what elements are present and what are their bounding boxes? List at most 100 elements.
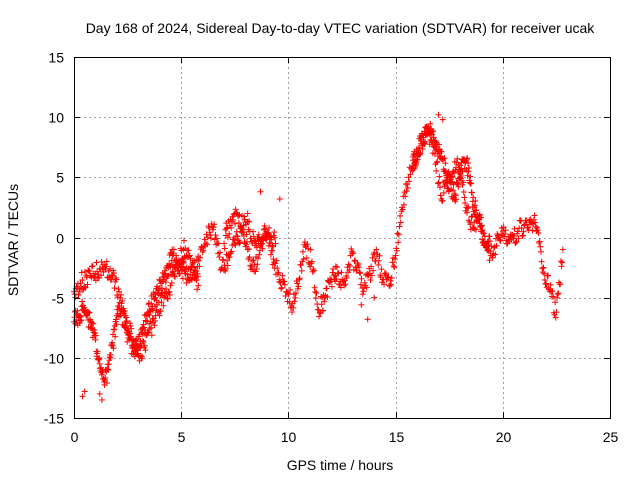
- data-point: [180, 259, 187, 266]
- data-point: [337, 284, 344, 291]
- data-point: [370, 267, 377, 274]
- data-point: [335, 281, 342, 288]
- data-point: [213, 235, 220, 242]
- data-point: [220, 256, 227, 263]
- data-point: [108, 276, 115, 283]
- data-point: [265, 230, 272, 237]
- data-point: [497, 237, 504, 244]
- data-point: [450, 181, 457, 188]
- data-point: [268, 233, 275, 240]
- data-point: [120, 307, 127, 314]
- data-point: [156, 312, 163, 319]
- data-point: [332, 273, 339, 280]
- data-point: [454, 155, 461, 162]
- data-point: [221, 245, 228, 252]
- data-point: [92, 332, 99, 339]
- data-point: [191, 264, 198, 271]
- data-point: [269, 243, 276, 250]
- data-point: [162, 279, 169, 286]
- data-point: [171, 272, 178, 279]
- data-point: [416, 145, 423, 152]
- data-point: [391, 264, 398, 271]
- data-point: [179, 275, 186, 282]
- data-point: [107, 351, 114, 358]
- x-tick-label: 25: [603, 429, 619, 445]
- data-point: [224, 262, 231, 269]
- data-point: [553, 309, 560, 316]
- data-point: [312, 295, 319, 302]
- data-point: [215, 240, 222, 247]
- data-point: [554, 291, 561, 298]
- data-point: [353, 267, 360, 274]
- data-point: [82, 284, 89, 291]
- data-point: [464, 172, 471, 179]
- data-point: [287, 286, 294, 293]
- data-point: [512, 240, 519, 247]
- data-point: [151, 322, 158, 329]
- data-point: [144, 318, 151, 325]
- data-point: [530, 216, 537, 223]
- data-point: [305, 245, 312, 252]
- data-point: [111, 285, 118, 292]
- data-point: [232, 241, 239, 248]
- data-point: [219, 257, 226, 264]
- data-point: [195, 282, 202, 289]
- data-point: [421, 140, 428, 147]
- y-tick-label: 5: [56, 170, 64, 186]
- data-point: [77, 312, 84, 319]
- data-point: [378, 266, 385, 273]
- data-point: [212, 232, 219, 239]
- data-point: [511, 225, 518, 232]
- data-point: [489, 254, 496, 261]
- data-point: [557, 258, 564, 265]
- data-point: [89, 263, 96, 270]
- data-point: [496, 236, 503, 243]
- data-point: [390, 263, 397, 270]
- data-point: [373, 246, 380, 253]
- data-point: [277, 279, 284, 286]
- data-point: [222, 266, 229, 273]
- data-point: [210, 224, 217, 231]
- data-point: [226, 230, 233, 237]
- data-point: [244, 210, 251, 217]
- data-point: [310, 267, 317, 274]
- data-point: [433, 167, 440, 174]
- data-point: [441, 155, 448, 162]
- data-point: [559, 246, 566, 253]
- data-point: [194, 273, 201, 280]
- data-point: [247, 262, 254, 269]
- data-point: [223, 225, 230, 232]
- data-point: [404, 185, 411, 192]
- data-point: [239, 226, 246, 233]
- data-point: [217, 249, 224, 256]
- data-point: [252, 268, 259, 275]
- data-point: [200, 247, 207, 254]
- data-point: [447, 176, 454, 183]
- data-point: [376, 252, 383, 259]
- data-point: [127, 322, 134, 329]
- data-point: [84, 281, 91, 288]
- data-point: [435, 111, 442, 118]
- data-point: [211, 221, 218, 228]
- data-point: [244, 218, 251, 225]
- data-point: [148, 324, 155, 331]
- data-point: [435, 141, 442, 148]
- data-point: [400, 201, 407, 208]
- data-point: [285, 290, 292, 297]
- data-point: [185, 247, 192, 254]
- data-point: [440, 189, 447, 196]
- data-point: [465, 165, 472, 172]
- data-point: [307, 246, 314, 253]
- data-point: [146, 325, 153, 332]
- x-tick-labels: 0 5 10 15 20 25: [71, 429, 619, 445]
- data-point: [403, 188, 410, 195]
- data-point: [532, 223, 539, 230]
- data-point: [115, 286, 122, 293]
- data-point: [368, 272, 375, 279]
- data-point: [171, 273, 178, 280]
- data-point: [253, 266, 260, 273]
- data-point: [463, 209, 470, 216]
- data-point: [357, 270, 364, 277]
- data-point: [417, 149, 424, 156]
- data-point: [433, 159, 440, 166]
